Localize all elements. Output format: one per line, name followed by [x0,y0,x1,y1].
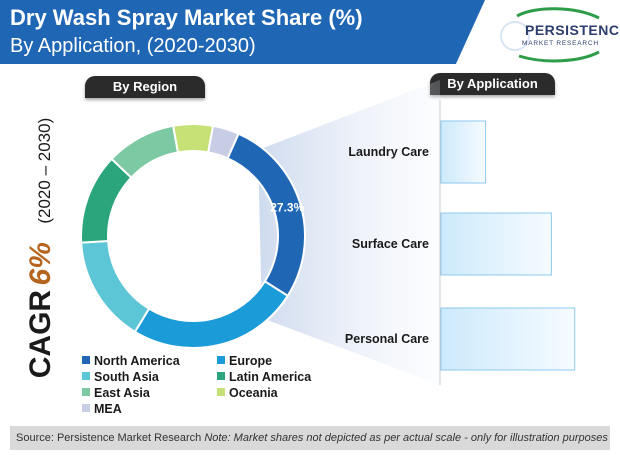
legend-label: East Asia [94,386,150,400]
legend-label: South Asia [94,370,159,384]
legend-swatch [82,404,90,412]
region-donut: 27.3% [80,123,306,349]
legend-item-oceania: Oceania [217,386,278,400]
legend-swatch [217,388,225,396]
footer-source: Source: Persistence Market Research [16,432,202,444]
footer-note: Note: Market shares not depicted as per … [204,432,608,444]
highlight-beam [258,80,440,385]
bar-surface-care [440,212,552,276]
legend-label: Oceania [229,386,278,400]
legend-swatch [82,356,90,364]
legend-item-mea: MEA [82,402,122,416]
bar-category-label: Surface Care [352,237,429,251]
legend-item-latin-america: Latin America [217,370,311,384]
legend-label: MEA [94,402,122,416]
bar-personal-care [440,307,576,371]
chart-subtitle: By Application, (2020-2030) [10,35,256,57]
bar-category-label: Personal Care [345,332,429,346]
legend-item-east-asia: East Asia [82,386,150,400]
logo-name: PERSISTENCE [525,22,620,38]
section-label-region: By Region [85,76,205,98]
legend-swatch [82,388,90,396]
donut-slice-europe [133,280,290,349]
legend-label: North America [94,354,180,368]
donut-slice-oceania [172,123,215,154]
title-banner [0,0,485,64]
section-label-application: By Application [430,73,555,95]
legend-item-north-america: North America [82,354,180,368]
donut-slice-south-asia [80,239,151,334]
donut-slice-mea [207,124,240,160]
chart-title: Dry Wash Spray Market Share (%) [10,5,363,30]
legend-swatch [217,372,225,380]
logo-tagline: MARKET RESEARCH [522,40,599,47]
bar-laundry-care [440,120,487,184]
legend-label: Europe [229,354,273,368]
application-bars: Laundry Care Surface Care Personal Care [345,120,576,371]
legend-swatch [217,356,225,364]
legend-swatch [82,372,90,380]
donut-data-label: 27.3% [270,200,304,214]
legend-label: Latin America [229,370,312,384]
footer: Source: Persistence Market Research Note… [10,426,610,450]
brand-logo: PERSISTENCE MARKET RESEARCH [495,6,620,64]
legend-item-europe: Europe [217,354,272,368]
bar-category-label: Laundry Care [348,145,429,159]
legend-item-south-asia: South Asia [82,370,159,384]
logo-swoosh-icon [500,7,600,63]
